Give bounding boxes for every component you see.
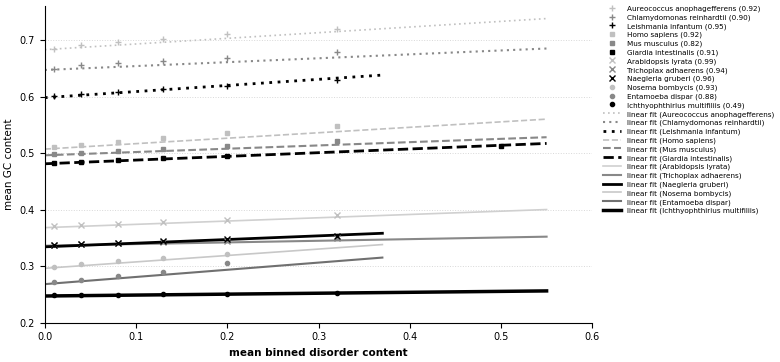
X-axis label: mean binned disorder content: mean binned disorder content (229, 348, 408, 358)
Y-axis label: mean GC content: mean GC content (4, 119, 14, 210)
Legend: Aureococcus anophagefferens (0.92), Chlamydomonas reinhardtii (0.90), Leishmania: Aureococcus anophagefferens (0.92), Chla… (601, 3, 775, 216)
